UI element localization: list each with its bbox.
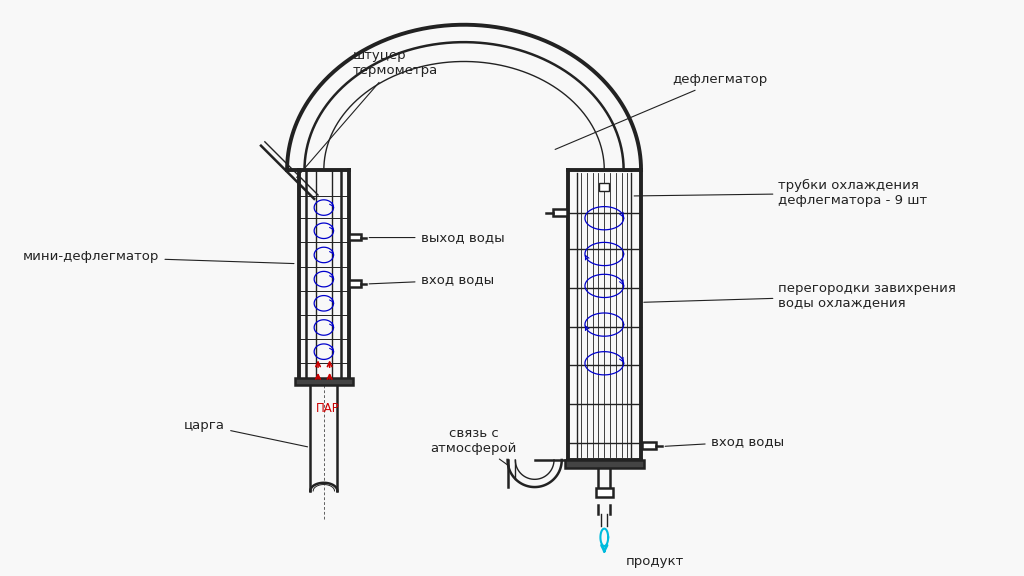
Text: перегородки завихрения
воды охлаждения: перегородки завихрения воды охлаждения xyxy=(644,282,956,309)
Text: связь с
атмосферой: связь с атмосферой xyxy=(430,427,517,466)
Text: трубки охлаждения
дефлегматора - 9 шт: трубки охлаждения дефлегматора - 9 шт xyxy=(634,179,928,207)
Text: царга: царга xyxy=(184,419,307,447)
Bar xyxy=(599,183,609,191)
Bar xyxy=(596,488,613,497)
Bar xyxy=(349,234,360,240)
Bar xyxy=(295,378,353,385)
Bar xyxy=(349,280,360,287)
Text: вход воды: вход воды xyxy=(370,274,494,287)
Text: продукт: продукт xyxy=(626,555,684,568)
Bar xyxy=(553,209,566,216)
Text: вход воды: вход воды xyxy=(665,435,783,448)
Text: штуцер
термометра: штуцер термометра xyxy=(297,50,438,177)
Bar xyxy=(642,442,655,449)
Bar xyxy=(564,460,644,468)
Text: мини-дефлегматор: мини-дефлегматор xyxy=(24,251,294,264)
Text: выход воды: выход воды xyxy=(370,231,504,244)
Text: дефлегматор: дефлегматор xyxy=(555,73,767,149)
Text: ПАР: ПАР xyxy=(315,402,340,415)
